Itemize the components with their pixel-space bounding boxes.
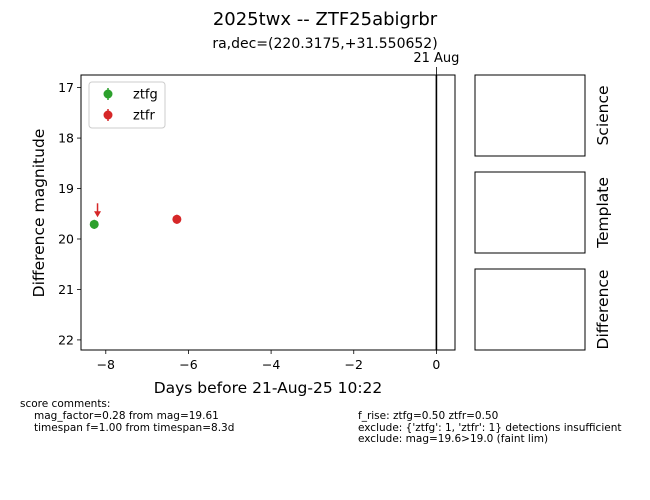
image-stamps: Science Template Difference [474,74,612,351]
plot-area: 21 Aug −8 −6 −4 −2 0 17 18 19 20 21 22 ztfg ztfr [58,51,459,372]
data-point [89,219,99,229]
x-tick-label: −6 [179,357,197,372]
stamp-label: Template [594,177,612,249]
score-comment-line: exclude: mag=19.6>19.0 (faint lim) [358,433,549,445]
upper-limit-arrow-head [94,211,102,218]
score-comment-line: exclude: {'ztfg': 1, 'ztfr': 1} detectio… [358,421,622,434]
score-comment-line: timespan f=1.00 from timespan=8.3d [34,421,235,434]
y-axis-label: Difference magnitude [30,129,48,298]
y-tick-label: 20 [58,231,74,246]
stamp-frame-science [474,74,586,157]
y-tick-label: 18 [58,131,74,146]
chart-title: 2025twx -- ZTF25abigrbr [213,9,438,30]
stamp-label: Science [594,85,612,145]
stamp-label: Difference [594,270,612,350]
x-tick-label: 0 [432,357,440,372]
legend-marker [103,89,113,99]
chart-subtitle: ra,dec=(220.3175,+31.550652) [212,36,437,52]
reference-line-label: 21 Aug [413,51,459,66]
x-tick-label: −2 [345,357,363,372]
legend: ztfg ztfr [88,81,166,129]
x-tick-label: −8 [97,357,115,372]
score-comment-line: f_rise: ztfg=0.50 ztfr=0.50 [358,410,499,422]
stamp-frame-difference [474,268,586,351]
legend-marker [103,110,113,120]
x-tick-label: −4 [262,357,280,372]
stamp-frame-template [474,171,586,254]
y-tick-label: 21 [58,282,74,297]
legend-label: ztfg [133,88,158,103]
score-comment-line: mag_factor=0.28 from mag=19.61 [34,410,219,422]
data-point [172,214,182,224]
x-axis-label: Days before 21-Aug-25 10:22 [154,379,383,397]
axes-frame [80,74,456,351]
y-tick-label: 19 [58,181,74,196]
y-tick-label: 22 [58,332,74,347]
score-comments-header: score comments: [20,398,111,410]
legend-label: ztfr [133,109,155,124]
y-tick-label: 17 [58,80,74,95]
